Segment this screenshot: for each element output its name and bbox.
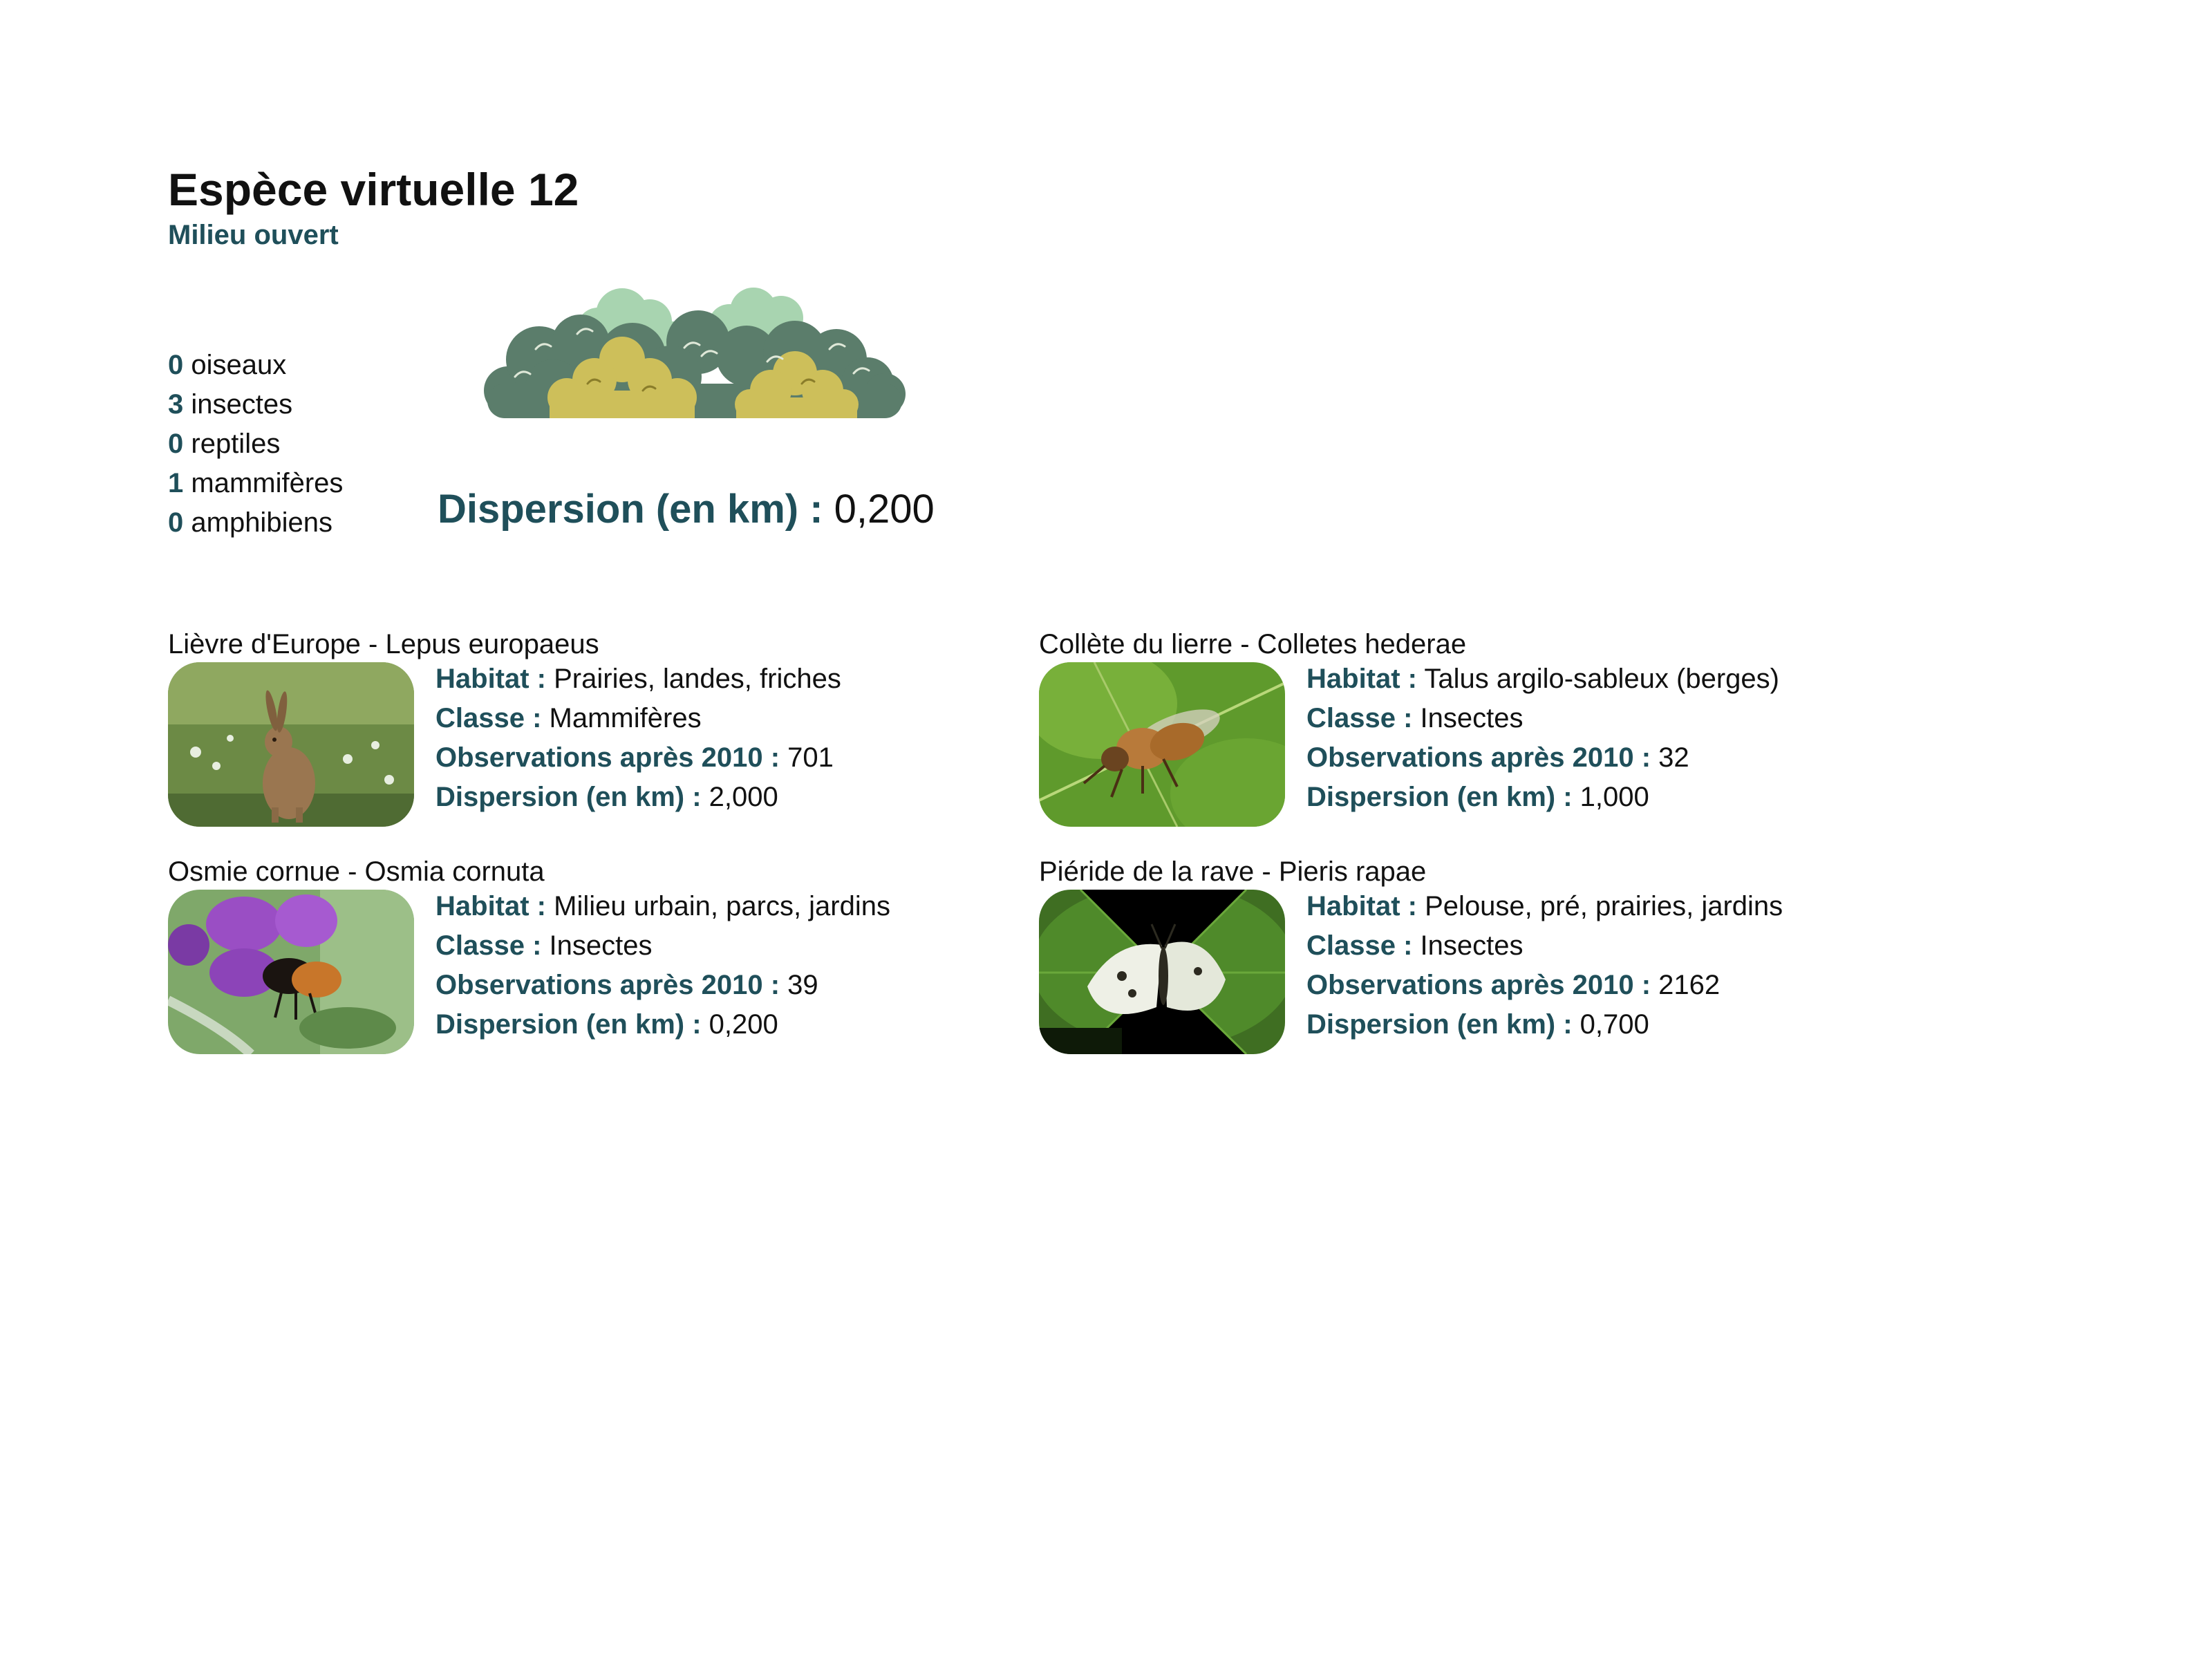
class-row: Classe : Mammifères <box>435 699 841 738</box>
habitat-label: Habitat : <box>435 664 546 694</box>
observations-row: Observations après 2010 : 701 <box>435 738 841 778</box>
observations-value: 32 <box>1658 742 1689 773</box>
species-info: Habitat : Talus argilo-sableux (berges) … <box>1306 659 1779 817</box>
observations-label: Observations après 2010 : <box>1306 970 1651 1000</box>
habitat-row: Habitat : Milieu urbain, parcs, jardins <box>435 887 890 926</box>
shrub-illustration <box>477 280 909 420</box>
habitat-value: Prairies, landes, friches <box>554 664 841 694</box>
dispersion-value: 0,700 <box>1580 1009 1649 1040</box>
species-name: Collète du lierre - Colletes hederae <box>1039 629 1467 659</box>
species-card: Collète du lierre - Colletes hederae Hab… <box>1039 628 1868 849</box>
class-label: Classe : <box>1306 703 1413 733</box>
page-subtitle: Milieu ouvert <box>168 220 339 250</box>
dispersion-value: 2,000 <box>709 782 778 812</box>
class-value: Insectes <box>1420 703 1524 733</box>
class-label: Classe : <box>435 930 542 961</box>
dispersion-label: Dispersion (en km) : <box>1306 1009 1573 1040</box>
species-card: Piéride de la rave - Pieris rapae Habita… <box>1039 855 1868 1076</box>
dispersion-row: Dispersion (en km) : 2,000 <box>435 778 841 817</box>
dispersion-label: Dispersion (en km) : <box>438 487 823 532</box>
dispersion-row: Dispersion (en km) : 1,000 <box>1306 778 1779 817</box>
dispersion-label: Dispersion (en km) : <box>435 782 702 812</box>
page-title: Espèce virtuelle 12 <box>168 164 579 215</box>
class-value: Insectes <box>549 930 653 961</box>
count-value: 0 <box>168 429 184 459</box>
dispersion-label: Dispersion (en km) : <box>435 1009 702 1040</box>
habitat-row: Habitat : Prairies, landes, friches <box>435 659 841 699</box>
class-row: Classe : Insectes <box>435 926 890 966</box>
habitat-value: Talus argilo-sableux (berges) <box>1424 664 1779 694</box>
count-label: reptiles <box>191 429 281 459</box>
dispersion-row: Dispersion (en km) : 0,700 <box>1306 1005 1783 1044</box>
observations-row: Observations après 2010 : 39 <box>435 966 890 1005</box>
dispersion-row: Dispersion (en km) : 0,200 <box>435 1005 890 1044</box>
count-label: amphibiens <box>191 507 332 538</box>
species-info: Habitat : Pelouse, pré, prairies, jardin… <box>1306 887 1783 1044</box>
dispersion-summary: Dispersion (en km) : 0,200 <box>438 485 935 534</box>
count-insects: 3 insectes <box>168 385 343 424</box>
observations-row: Observations après 2010 : 2162 <box>1306 966 1783 1005</box>
class-row: Classe : Insectes <box>1306 926 1783 966</box>
observations-label: Observations après 2010 : <box>1306 742 1651 773</box>
dispersion-value: 0,200 <box>834 487 935 532</box>
count-label: mammifères <box>191 468 344 498</box>
species-card: Osmie cornue - Osmia cornuta Habitat : M… <box>168 855 997 1076</box>
dispersion-label: Dispersion (en km) : <box>1306 782 1573 812</box>
count-amphibians: 0 amphibiens <box>168 503 343 543</box>
count-label: insectes <box>191 389 293 420</box>
species-counts: 0 oiseaux 3 insectes 0 reptiles 1 mammif… <box>168 346 343 543</box>
class-value: Insectes <box>1420 930 1524 961</box>
habitat-row: Habitat : Talus argilo-sableux (berges) <box>1306 659 1779 699</box>
count-mammals: 1 mammifères <box>168 464 343 503</box>
observations-value: 701 <box>787 742 834 773</box>
count-birds: 0 oiseaux <box>168 346 343 385</box>
species-info: Habitat : Milieu urbain, parcs, jardins … <box>435 887 890 1044</box>
habitat-row: Habitat : Pelouse, pré, prairies, jardin… <box>1306 887 1783 926</box>
observations-value: 39 <box>787 970 818 1000</box>
count-value: 0 <box>168 507 184 538</box>
shrub-icon <box>484 288 906 420</box>
habitat-label: Habitat : <box>1306 891 1417 921</box>
habitat-value: Pelouse, pré, prairies, jardins <box>1425 891 1783 921</box>
observations-label: Observations après 2010 : <box>435 742 780 773</box>
count-reptiles: 0 reptiles <box>168 424 343 464</box>
count-value: 1 <box>168 468 184 498</box>
class-value: Mammifères <box>549 703 702 733</box>
osmia-photo <box>168 890 414 1054</box>
observations-label: Observations après 2010 : <box>435 970 780 1000</box>
count-value: 3 <box>168 389 184 420</box>
species-card: Lièvre d'Europe - Lepus europaeus Habita… <box>168 628 997 849</box>
species-info: Habitat : Prairies, landes, friches Clas… <box>435 659 841 817</box>
habitat-label: Habitat : <box>435 891 546 921</box>
count-label: oiseaux <box>191 350 287 380</box>
observations-value: 2162 <box>1658 970 1721 1000</box>
species-name: Lièvre d'Europe - Lepus europaeus <box>168 629 599 659</box>
dispersion-value: 1,000 <box>1580 782 1649 812</box>
habitat-value: Milieu urbain, parcs, jardins <box>554 891 890 921</box>
habitat-label: Habitat : <box>1306 664 1417 694</box>
dispersion-value: 0,200 <box>709 1009 778 1040</box>
hare-photo <box>168 662 414 827</box>
count-value: 0 <box>168 350 184 380</box>
butterfly-photo <box>1039 890 1285 1054</box>
class-label: Classe : <box>1306 930 1413 961</box>
class-label: Classe : <box>435 703 542 733</box>
bee-photo <box>1039 662 1285 827</box>
observations-row: Observations après 2010 : 32 <box>1306 738 1779 778</box>
class-row: Classe : Insectes <box>1306 699 1779 738</box>
species-name: Piéride de la rave - Pieris rapae <box>1039 856 1427 887</box>
species-name: Osmie cornue - Osmia cornuta <box>168 856 545 887</box>
